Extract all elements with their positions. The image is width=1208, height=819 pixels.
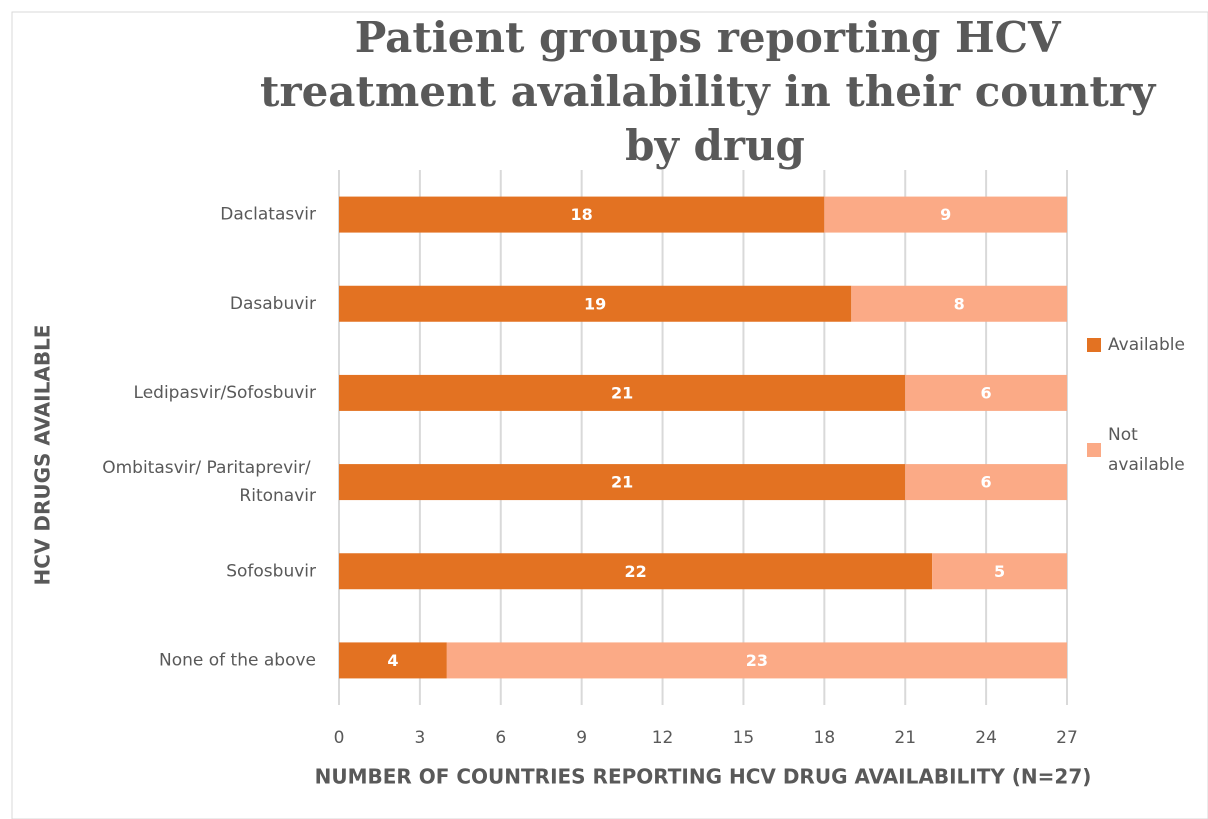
y-tick-label: Daclatasvir <box>220 205 316 225</box>
data-label: 5 <box>994 562 1005 581</box>
y-tick-label: Sofosbuvir <box>226 561 316 581</box>
data-label: 6 <box>981 473 992 492</box>
chart-frame <box>11 11 1208 819</box>
x-tick-label: 18 <box>814 728 836 748</box>
x-axis-title: NUMBER OF COUNTRIES REPORTING HCV DRUG A… <box>315 765 1092 789</box>
bar <box>824 196 1067 233</box>
bar <box>932 553 1067 590</box>
data-label: 6 <box>981 383 992 402</box>
data-label: 21 <box>611 473 633 492</box>
bar <box>446 642 1068 679</box>
bar <box>339 285 852 322</box>
x-tick-label: 6 <box>495 728 506 748</box>
x-tick-label: 0 <box>334 728 345 748</box>
legend-swatch <box>1087 338 1101 352</box>
legend-label: Not available <box>1108 425 1185 475</box>
data-label: 4 <box>387 651 398 670</box>
bar <box>905 374 1067 411</box>
legend-label: Available <box>1108 335 1185 355</box>
x-tick-label: 24 <box>975 728 997 748</box>
data-label: 21 <box>611 383 633 402</box>
bar <box>905 464 1067 501</box>
data-label: 19 <box>584 294 606 313</box>
y-axis-title: HCV DRUGS AVAILABLE <box>31 325 55 586</box>
data-label: 22 <box>624 562 646 581</box>
chart-title: Patient groups reporting HCV treatment a… <box>260 13 1170 170</box>
bar <box>339 196 825 233</box>
data-label: 18 <box>571 205 593 224</box>
data-label: 9 <box>940 205 951 224</box>
x-tick-label: 21 <box>894 728 916 748</box>
y-tick-label: Ledipasvir/Sofosbuvir <box>134 383 316 403</box>
bar <box>339 553 933 590</box>
data-label: 23 <box>746 651 768 670</box>
legend-swatch <box>1087 443 1101 457</box>
x-tick-label: 27 <box>1056 728 1078 748</box>
bar <box>851 285 1067 322</box>
y-tick-label: Ombitasvir/ Paritaprevir/ Ritonavir <box>102 458 316 506</box>
bar <box>339 642 447 679</box>
x-tick-label: 12 <box>652 728 674 748</box>
x-tick-label: 15 <box>733 728 755 748</box>
x-tick-label: 3 <box>414 728 425 748</box>
y-tick-label: Dasabuvir <box>230 294 316 314</box>
bar <box>339 464 906 501</box>
y-tick-label: None of the above <box>159 650 316 670</box>
bar <box>339 374 906 411</box>
data-label: 8 <box>954 294 965 313</box>
x-tick-label: 9 <box>576 728 587 748</box>
